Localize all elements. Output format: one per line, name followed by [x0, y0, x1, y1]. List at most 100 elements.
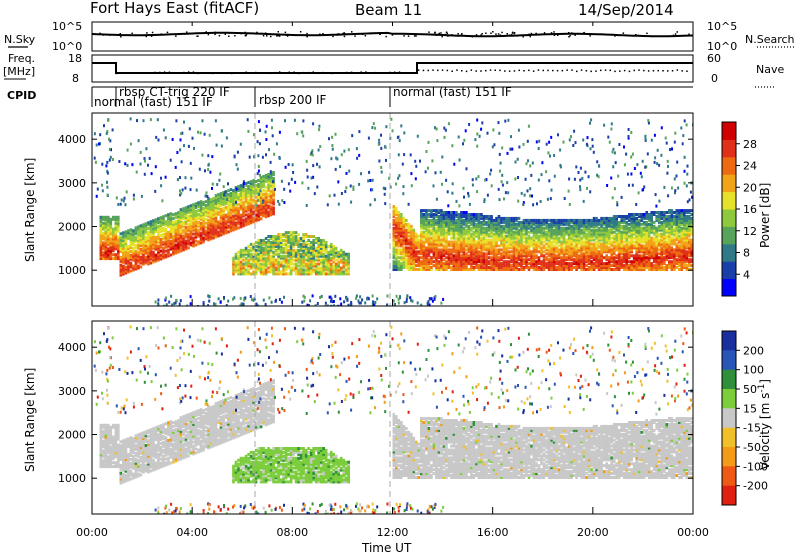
power-cell — [420, 248, 423, 252]
nsearch-point — [160, 33, 162, 35]
power-cell — [490, 238, 493, 242]
power-cell — [497, 252, 501, 256]
power-cell — [272, 210, 275, 214]
power-cell — [442, 224, 446, 228]
power-cell — [272, 176, 275, 180]
power-cell — [627, 218, 631, 222]
power-cell — [520, 266, 523, 269]
power-cell — [625, 254, 628, 258]
power-cell — [625, 215, 628, 218]
power-cell — [555, 260, 558, 264]
power-cell — [647, 216, 651, 220]
power-cell — [179, 210, 183, 214]
power-cell — [572, 228, 576, 232]
power-cell — [517, 264, 521, 268]
power-cell — [540, 254, 543, 258]
power-cell — [229, 201, 233, 205]
power-cell — [647, 215, 651, 218]
power-cell — [107, 249, 110, 253]
power-cell — [102, 223, 105, 227]
power-cell — [262, 179, 265, 182]
power-cell — [678, 260, 681, 264]
power-cell — [522, 252, 526, 256]
power-cell — [437, 209, 441, 213]
power-cell — [277, 272, 280, 276]
power-cell — [482, 228, 486, 232]
power-cell — [440, 216, 443, 220]
power-cell — [129, 253, 133, 257]
nave-point — [667, 70, 669, 72]
power-cell — [685, 211, 689, 214]
power-cell — [625, 260, 628, 264]
power-cell — [635, 220, 638, 224]
power-cell — [557, 224, 561, 228]
power-cell — [497, 262, 501, 266]
power-cell — [602, 238, 606, 242]
power-cell — [535, 230, 538, 234]
power-cell — [610, 228, 613, 232]
power-cell — [237, 266, 240, 270]
nsearch-tick-top: 10^5 — [707, 20, 737, 33]
power-cell — [512, 256, 516, 260]
power-cell — [587, 238, 591, 242]
power-cell — [222, 191, 225, 195]
power-cell — [209, 223, 213, 227]
power-cell — [663, 246, 666, 250]
power-cell — [462, 240, 466, 244]
power-cell — [197, 224, 200, 228]
power-cell — [537, 220, 541, 224]
nave-tick-bottom: 0 — [711, 72, 718, 85]
power-cell — [182, 248, 185, 252]
power-cell — [114, 223, 118, 227]
power-cell — [525, 252, 528, 256]
power-cell — [515, 242, 518, 246]
power-cell — [487, 256, 491, 260]
power-cell — [219, 200, 223, 203]
power-cell — [632, 266, 636, 269]
power-cell — [152, 260, 155, 264]
power-cell — [685, 242, 689, 246]
power-cell — [437, 256, 441, 260]
power-cell — [525, 236, 528, 240]
power-cell — [212, 206, 215, 210]
nsearch-point — [495, 33, 497, 35]
power-cell — [452, 228, 456, 232]
power-cell — [234, 203, 238, 207]
power-cell — [247, 181, 250, 185]
power-cell — [555, 254, 558, 258]
power-cell — [157, 217, 160, 221]
power-cell — [622, 230, 626, 234]
power-cell — [179, 214, 183, 218]
power-cell — [683, 262, 686, 266]
power-cell — [274, 239, 278, 242]
power-cell — [660, 220, 663, 224]
power-cell — [485, 238, 488, 242]
power-cell — [199, 200, 203, 204]
power-cell — [547, 226, 551, 230]
power-cell — [450, 218, 453, 222]
power-cell — [655, 254, 658, 258]
power-cell — [202, 218, 205, 222]
power-cell — [530, 226, 533, 230]
power-cell — [420, 230, 423, 234]
power-cell — [445, 236, 448, 240]
power-cell — [590, 248, 593, 252]
power-cell — [680, 218, 684, 222]
power-cell — [147, 260, 150, 264]
power-cell — [465, 262, 468, 266]
power-cell — [137, 242, 140, 246]
power-cell — [282, 258, 285, 262]
nave-point — [652, 70, 655, 72]
power-cell — [129, 242, 133, 245]
power-cell — [557, 220, 561, 224]
power-cell — [112, 215, 115, 219]
power-cell — [615, 224, 618, 228]
power-cell — [252, 272, 255, 276]
power-cell — [502, 228, 506, 232]
power-cell — [232, 268, 235, 272]
power-cell — [520, 250, 523, 254]
power-cell — [179, 247, 183, 251]
nave-point — [326, 72, 329, 74]
power-cell — [512, 264, 516, 268]
power-cell — [395, 248, 398, 252]
